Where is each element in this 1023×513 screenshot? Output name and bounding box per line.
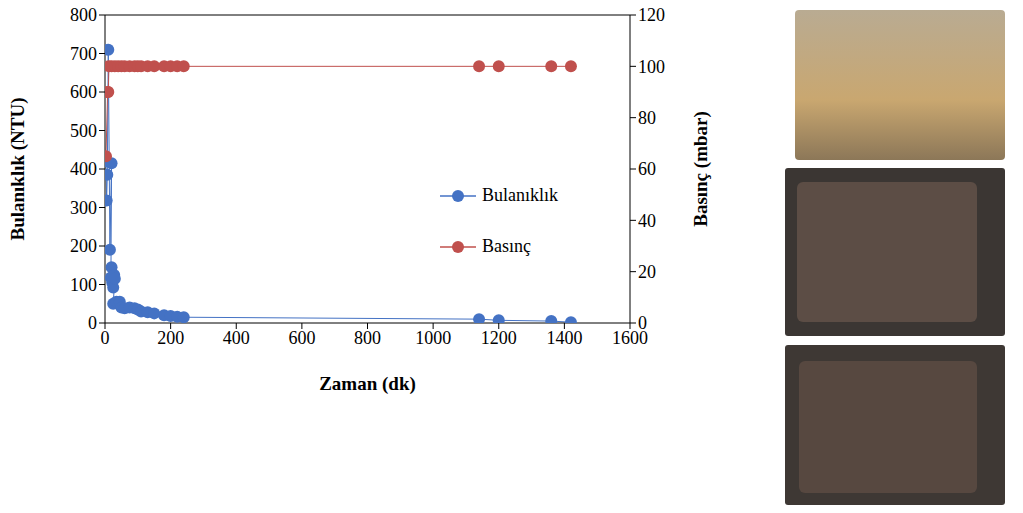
svg-text:700: 700 <box>70 44 97 64</box>
html-text:Basınç: Basınç <box>482 236 531 256</box>
svg-text:800: 800 <box>354 328 381 348</box>
svg-text:100: 100 <box>70 275 97 295</box>
svg-text:20: 20 <box>638 262 656 282</box>
svg-text:1000: 1000 <box>415 328 451 348</box>
html-text:Bulanıklık: Bulanıklık <box>482 185 558 205</box>
svg-text:40: 40 <box>638 211 656 231</box>
svg-text:300: 300 <box>70 198 97 218</box>
svg-text:Bulanıklık (NTU): Bulanıklık (NTU) <box>7 97 29 240</box>
svg-text:1600: 1600 <box>612 327 648 348</box>
svg-text:80: 80 <box>638 108 656 128</box>
svg-text:200: 200 <box>157 328 184 348</box>
svg-text:0: 0 <box>88 313 97 333</box>
svg-text:0: 0 <box>638 313 647 333</box>
svg-text:200: 200 <box>70 236 97 256</box>
svg-text:100: 100 <box>638 57 665 77</box>
svg-text:600: 600 <box>288 328 315 348</box>
svg-text:Basınç (mbar): Basınç (mbar) <box>690 111 712 227</box>
svg-text:1200: 1200 <box>481 328 517 348</box>
svg-text:600: 600 <box>70 82 97 102</box>
svg-text:400: 400 <box>223 328 250 348</box>
svg-text:0: 0 <box>101 328 110 348</box>
svg-text:60: 60 <box>638 159 656 179</box>
svg-text:500: 500 <box>70 121 97 141</box>
svg-text:800: 800 <box>70 5 97 25</box>
svg-text:Zaman (dk): Zaman (dk) <box>319 373 416 395</box>
svg-text:400: 400 <box>70 159 97 179</box>
svg-text:1400: 1400 <box>546 328 582 348</box>
svg-text:120: 120 <box>638 5 665 25</box>
